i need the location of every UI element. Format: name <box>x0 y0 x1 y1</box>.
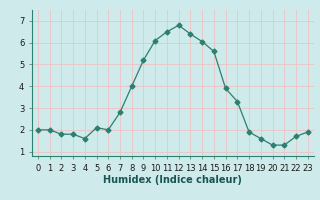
X-axis label: Humidex (Indice chaleur): Humidex (Indice chaleur) <box>103 175 242 185</box>
